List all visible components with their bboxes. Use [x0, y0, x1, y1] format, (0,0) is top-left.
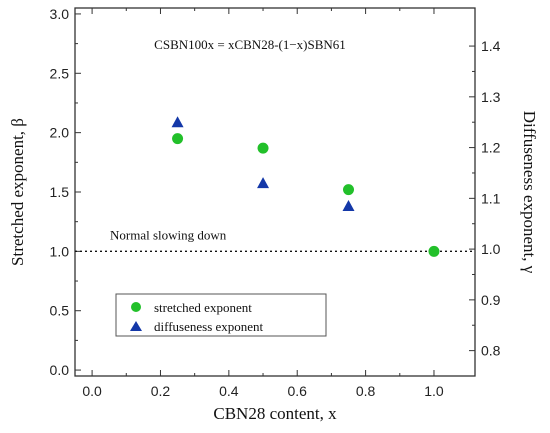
stretched-exponent-point [257, 142, 269, 154]
legend-triangle-marker [130, 321, 142, 331]
diffuseness-exponent-point [171, 116, 184, 128]
diffuseness-exponent-point [257, 177, 270, 189]
ticks [75, 8, 475, 376]
y-right-tick-label: 0.9 [481, 292, 501, 308]
stretched-exponent-point [343, 184, 355, 196]
legend-label-diffuseness: diffuseness exponent [154, 319, 264, 334]
y-right-tick-label: 1.2 [481, 140, 501, 156]
y-right-tick-label: 0.8 [481, 343, 501, 359]
y-right-tick-label: 1.3 [481, 89, 501, 105]
y-right-tick-label: 1.0 [481, 241, 501, 257]
y-right-tick-label: 1.1 [481, 190, 501, 206]
legend-circle-marker [131, 302, 141, 312]
x-tick-label: 0.0 [82, 383, 102, 399]
y-left-tick-label: 0.5 [50, 303, 70, 319]
y-left-tick-label: 3.0 [50, 6, 70, 22]
legend: stretched exponent diffuseness exponent [115, 293, 327, 337]
normal-slowing-down-label: Normal slowing down [110, 227, 227, 242]
y-left-tick-label: 0.0 [50, 362, 70, 378]
tick-labels: 0.0 0.2 0.4 0.6 0.8 1.0 0.0 0.5 1.0 1.5 2.0 2.5 3.0 0… [50, 6, 501, 399]
x-tick-label: 0.4 [219, 383, 239, 399]
diffuseness-exponent-point [342, 199, 355, 211]
y-left-tick-label: 1.0 [50, 243, 70, 259]
x-tick-label: 1.0 [424, 383, 444, 399]
x-tick-label: 0.2 [151, 383, 171, 399]
y-right-tick-label: 1.4 [481, 38, 501, 54]
y-axis-title-left: Stretched exponent, β [8, 118, 27, 266]
y-axis-title-right: Diffuseness exponent, γ [520, 111, 539, 274]
chart-title: CSBN100x = xCBN28-(1−x)SBN61 [154, 37, 346, 52]
x-axis-title: CBN28 content, x [213, 404, 337, 423]
x-tick-label: 0.8 [356, 383, 376, 399]
legend-label-stretched: stretched exponent [154, 300, 252, 315]
y-left-tick-label: 2.0 [50, 125, 70, 141]
y-left-tick-label: 2.5 [50, 65, 70, 81]
x-tick-label: 0.6 [287, 383, 307, 399]
data-markers [171, 116, 440, 257]
legend-box [115, 293, 327, 337]
y-left-tick-label: 1.5 [50, 184, 70, 200]
stretched-exponent-point [428, 245, 440, 257]
stretched-exponent-point [172, 133, 184, 145]
